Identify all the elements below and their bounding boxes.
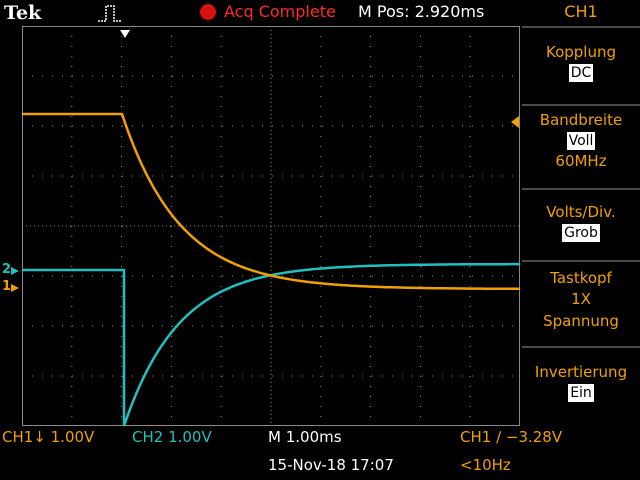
menu-channel-title: CH1	[564, 2, 598, 21]
probe-menu-item[interactable]: Tastkopf 1X Spannung	[522, 268, 640, 332]
coupling-menu-item[interactable]: Kopplung DC	[522, 42, 640, 82]
graticule	[22, 26, 520, 426]
acq-status: Acq Complete	[224, 2, 336, 21]
ch2-marker-arrow-icon	[11, 267, 19, 275]
coupling-label: Kopplung	[545, 43, 616, 61]
ch1-ground-marker: 1	[2, 279, 12, 294]
top-status-bar: Tek Acq Complete M Pos: 2.920ms	[0, 0, 520, 26]
bandwidth-label: Bandbreite	[539, 111, 623, 129]
menu-divider	[522, 188, 640, 190]
probe-factor: 1X	[571, 290, 591, 308]
menu-divider	[522, 346, 640, 348]
trigger-frequency: <10Hz	[460, 456, 511, 474]
menu-divider	[522, 104, 640, 106]
acq-status-icon	[200, 4, 216, 20]
trigger-position-icon	[120, 30, 130, 38]
ch1-waveform	[22, 112, 520, 291]
invert-value: Ein	[568, 384, 594, 402]
menu-divider	[522, 26, 640, 28]
timebase: M 1.00ms	[268, 428, 342, 446]
ch2-scale: CH2 1.00V	[132, 428, 212, 446]
invert-label: Invertierung	[534, 363, 628, 381]
trigger-setting: CH1 ∕ −3.28V	[460, 428, 563, 446]
bandwidth-freq: 60MHz	[555, 152, 607, 170]
waveform-display	[22, 26, 520, 426]
probe-label: Tastkopf	[550, 269, 612, 287]
horizontal-position: M Pos: 2.920ms	[358, 2, 485, 21]
ch2-waveform	[22, 262, 520, 426]
volts-div-label: Volts/Div.	[546, 203, 616, 221]
ch2-ground-marker: 2	[2, 262, 12, 277]
ch1-marker-arrow-icon	[11, 284, 19, 292]
trigger-pulse-icon	[98, 5, 122, 22]
bandwidth-value: Voll	[566, 132, 596, 150]
ch1-scale: CH1↓ 1.00V	[2, 428, 95, 446]
trigger-level-icon	[511, 116, 519, 128]
date-time: 15-Nov-18 17:07	[268, 456, 394, 474]
coupling-value: DC	[568, 64, 594, 82]
menu-divider	[522, 260, 640, 262]
volts-div-value: Grob	[562, 224, 600, 242]
bottom-status-bar: CH1↓ 1.00V CH2 1.00V M 1.00ms CH1 ∕ −3.2…	[0, 426, 640, 480]
invert-menu-item[interactable]: Invertierung Ein	[522, 362, 640, 402]
volts-div-menu-item[interactable]: Volts/Div. Grob	[522, 202, 640, 242]
brand-logo: Tek	[4, 2, 42, 24]
bandwidth-menu-item[interactable]: Bandbreite Voll 60MHz	[522, 110, 640, 172]
probe-type: Spannung	[543, 312, 619, 330]
channel-menu: CH1 Kopplung DC Bandbreite Voll 60MHz Vo…	[522, 0, 640, 480]
